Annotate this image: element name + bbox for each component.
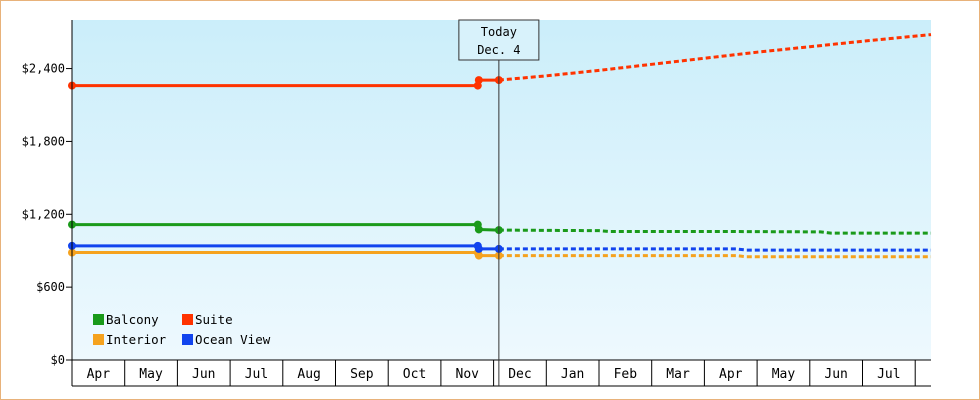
month-label: Jun: [824, 367, 847, 382]
legend-label: Interior: [106, 332, 167, 347]
month-label: Jun: [192, 367, 215, 382]
legend-swatch: [182, 334, 193, 345]
series-line-forecast: [498, 228, 932, 235]
y-tick-label: $600: [36, 280, 65, 294]
y-tick-label: $1,200: [22, 207, 65, 221]
legend-label: Suite: [195, 312, 233, 327]
month-label: May: [772, 367, 796, 382]
series-line-forecast: [498, 247, 932, 252]
month-label: Apr: [719, 367, 743, 382]
y-tick-label: $0: [51, 353, 65, 367]
today-box: [458, 19, 540, 61]
month-label: Nov: [456, 367, 480, 382]
legend-swatch: [182, 314, 193, 325]
data-point: [474, 251, 483, 260]
data-point: [474, 225, 483, 234]
today-label: Today: [481, 25, 517, 39]
series-line-forecast: [498, 33, 932, 82]
legend-swatch: [93, 314, 104, 325]
month-label: Jul: [245, 367, 268, 382]
month-label: Sep: [350, 367, 374, 382]
month-label: Apr: [87, 367, 111, 382]
plot-area: [72, 20, 931, 360]
month-label: Oct: [403, 367, 426, 382]
y-tick-label: $1,800: [22, 134, 65, 148]
legend-label: Ocean View: [195, 332, 271, 347]
today-date: Dec. 4: [477, 43, 520, 57]
month-label: Jul: [877, 367, 900, 382]
month-label: May: [139, 367, 163, 382]
month-label: Feb: [614, 367, 638, 382]
month-label: Dec: [508, 367, 531, 382]
legend-label: Balcony: [106, 312, 159, 327]
month-label: Jan: [561, 367, 584, 382]
month-label: Aug: [297, 367, 320, 382]
data-point: [474, 76, 483, 85]
y-tick-label: $2,400: [22, 62, 65, 76]
legend-swatch: [93, 334, 104, 345]
data-point: [474, 244, 483, 253]
month-label: Mar: [666, 367, 690, 382]
series-line-forecast: [498, 254, 932, 259]
